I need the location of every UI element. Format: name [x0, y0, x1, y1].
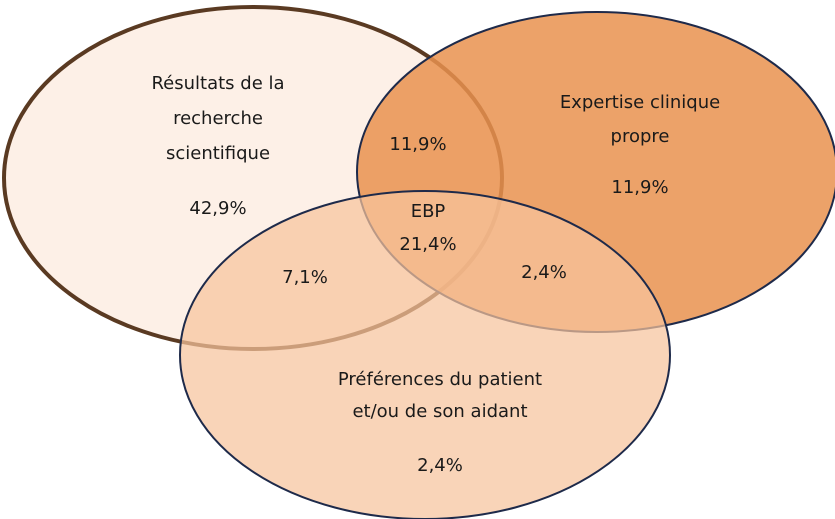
set-label: propre — [611, 126, 670, 147]
intersection-value: 2,4% — [521, 262, 567, 283]
set-label: recherche — [173, 108, 263, 129]
intersection-value: 7,1% — [282, 267, 328, 288]
set-value: 42,9% — [189, 198, 246, 219]
set-label: Résultats de la — [151, 73, 284, 94]
intersection-value: 11,9% — [389, 134, 446, 155]
set-patient — [179, 190, 671, 519]
center-label: EBP — [411, 201, 446, 222]
set-label: scientifique — [166, 143, 270, 164]
set-label: Préférences du patient — [338, 369, 542, 390]
center-value: 21,4% — [399, 234, 456, 255]
set-value: 2,4% — [417, 455, 463, 476]
set-value: 11,9% — [611, 177, 668, 198]
set-label: et/ou de son aidant — [352, 401, 527, 422]
set-label: Expertise clinique — [560, 92, 720, 113]
